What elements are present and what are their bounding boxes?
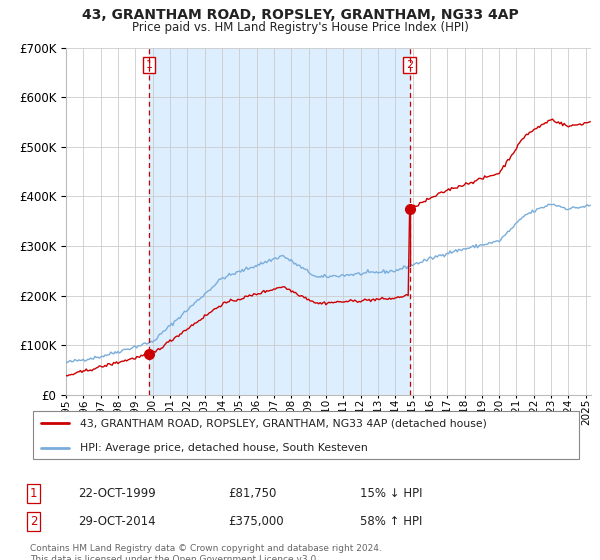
Text: 43, GRANTHAM ROAD, ROPSLEY, GRANTHAM, NG33 4AP: 43, GRANTHAM ROAD, ROPSLEY, GRANTHAM, NG… bbox=[82, 8, 518, 22]
Text: 22-OCT-1999: 22-OCT-1999 bbox=[78, 487, 156, 501]
Text: 2: 2 bbox=[30, 515, 37, 529]
Text: 43, GRANTHAM ROAD, ROPSLEY, GRANTHAM, NG33 4AP (detached house): 43, GRANTHAM ROAD, ROPSLEY, GRANTHAM, NG… bbox=[80, 418, 487, 428]
Text: 58% ↑ HPI: 58% ↑ HPI bbox=[360, 515, 422, 529]
Text: Price paid vs. HM Land Registry's House Price Index (HPI): Price paid vs. HM Land Registry's House … bbox=[131, 21, 469, 34]
Text: 1: 1 bbox=[30, 487, 37, 501]
Text: 2: 2 bbox=[406, 60, 413, 70]
Text: 29-OCT-2014: 29-OCT-2014 bbox=[78, 515, 155, 529]
Text: 1: 1 bbox=[146, 60, 152, 70]
FancyBboxPatch shape bbox=[33, 412, 579, 459]
Text: Contains HM Land Registry data © Crown copyright and database right 2024.
This d: Contains HM Land Registry data © Crown c… bbox=[30, 544, 382, 560]
Text: £375,000: £375,000 bbox=[228, 515, 284, 529]
Text: 15% ↓ HPI: 15% ↓ HPI bbox=[360, 487, 422, 501]
Text: £81,750: £81,750 bbox=[228, 487, 277, 501]
Text: HPI: Average price, detached house, South Kesteven: HPI: Average price, detached house, Sout… bbox=[80, 442, 367, 452]
Bar bbox=[149, 48, 410, 395]
